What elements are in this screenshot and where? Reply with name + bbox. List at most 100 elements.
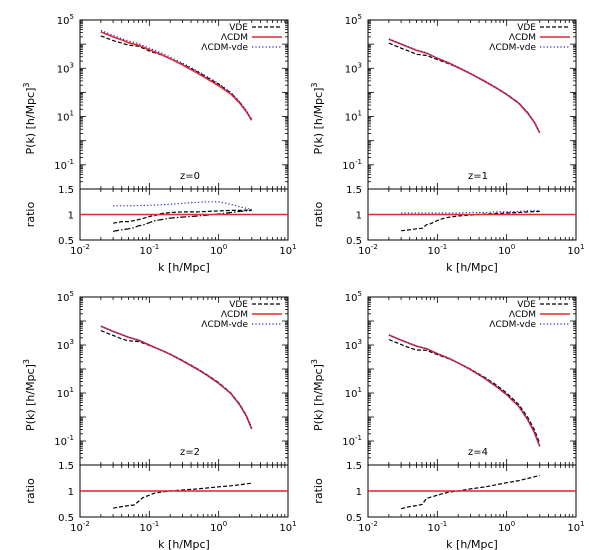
x-axis-label: k [h/Mpc] bbox=[158, 261, 210, 274]
ratio-series-group bbox=[368, 209, 576, 232]
main-series-group bbox=[388, 38, 541, 134]
ratio-tick-label: 1.5 bbox=[346, 185, 362, 196]
main-plot-frame bbox=[79, 19, 289, 190]
y-axis-label: P(k) [h/Mpc]3 bbox=[310, 359, 325, 431]
series-line bbox=[388, 38, 541, 134]
ratio-axis-label: ratio bbox=[24, 478, 37, 504]
series-line bbox=[388, 338, 541, 444]
series-line bbox=[100, 325, 253, 430]
x-axis-label: k [h/Mpc] bbox=[446, 538, 498, 550]
y-tick-label: 105 bbox=[345, 290, 362, 304]
ratio-tick-label: 1 bbox=[356, 487, 362, 498]
legend-label: VDE bbox=[229, 23, 248, 33]
x-tick-label: 10-1 bbox=[427, 243, 447, 257]
legend-label: VDE bbox=[229, 300, 248, 310]
legend-label: ΛCDM bbox=[509, 33, 536, 43]
series-line bbox=[388, 334, 541, 447]
x-tick-label: 101 bbox=[567, 243, 584, 257]
y-tick-label: 101 bbox=[345, 386, 362, 400]
y-tick-label: 10-1 bbox=[342, 158, 362, 172]
ratio-line bbox=[401, 210, 540, 232]
y-tick-label: 101 bbox=[345, 110, 362, 124]
y-tick-label: 10-1 bbox=[54, 434, 74, 448]
x-tick-label: 101 bbox=[567, 520, 584, 534]
x-tick-label: 100 bbox=[210, 520, 227, 534]
legend-label: ΛCDM bbox=[509, 310, 536, 320]
ratio-series-group bbox=[368, 474, 576, 510]
x-tick-label: 10-2 bbox=[70, 520, 90, 534]
main-series-group bbox=[100, 29, 253, 121]
ratio-tick-label: 1 bbox=[68, 211, 74, 222]
y-tick-label: 103 bbox=[57, 338, 74, 352]
x-tick-label: 10-2 bbox=[70, 243, 90, 257]
y-tick-label: 103 bbox=[345, 338, 362, 352]
x-tick-label: 10-1 bbox=[139, 243, 159, 257]
ratio-line bbox=[113, 201, 252, 210]
x-tick-label: 101 bbox=[279, 243, 296, 257]
ratio-line bbox=[112, 209, 252, 224]
y-tick-label: 10-1 bbox=[342, 434, 362, 448]
legend-label: ΛCDM-vde bbox=[201, 43, 248, 53]
legend-label: ΛCDM-vde bbox=[489, 43, 536, 53]
y-tick-label: 105 bbox=[345, 13, 362, 27]
y-tick-label: 103 bbox=[57, 61, 74, 75]
legend-label: ΛCDM bbox=[221, 33, 248, 43]
panel-bottom-left: 105 103 101 10-1 10-2 10-1 100 101 1.5 1 0.5 P(k) [… bbox=[22, 290, 297, 550]
main-plot-frame bbox=[79, 296, 289, 466]
legend-label: VDE bbox=[517, 23, 536, 33]
series-line bbox=[100, 31, 253, 121]
legend-label: ΛCDM-vde bbox=[201, 320, 248, 330]
series-line bbox=[100, 330, 253, 429]
series-line bbox=[388, 334, 541, 447]
panel-top-left: 105 103 101 10-1 10-2 10-1 100 101 1.5 1 0.5 P(k) [… bbox=[22, 13, 297, 274]
x-tick-label: 10-1 bbox=[427, 520, 447, 534]
ratio-tick-label: 0.5 bbox=[346, 513, 362, 524]
x-tick-label: 101 bbox=[279, 520, 296, 534]
x-tick-label: 100 bbox=[210, 243, 227, 257]
x-tick-label: 10-2 bbox=[358, 520, 378, 534]
y-tick-label: 101 bbox=[57, 110, 74, 124]
x-tick-label: 100 bbox=[498, 520, 515, 534]
y-tick-label: 105 bbox=[57, 290, 74, 304]
series-line bbox=[388, 38, 541, 133]
ratio-tick-label: 0.5 bbox=[58, 236, 74, 247]
x-axis-label: k [h/Mpc] bbox=[158, 538, 210, 550]
main-plot-frame bbox=[367, 19, 577, 190]
ratio-tick-label: 1.5 bbox=[346, 461, 362, 472]
ratio-line bbox=[112, 209, 252, 232]
redshift-annotation: z=4 bbox=[468, 447, 488, 458]
ratio-tick-label: 0.5 bbox=[346, 236, 362, 247]
redshift-annotation: z=0 bbox=[180, 171, 200, 182]
ratio-axis-label: ratio bbox=[312, 202, 325, 228]
y-tick-label: 105 bbox=[57, 13, 74, 27]
ratio-tick-label: 1.5 bbox=[58, 185, 74, 196]
x-axis-label: k [h/Mpc] bbox=[446, 261, 498, 274]
y-tick-label: 101 bbox=[57, 386, 74, 400]
redshift-annotation: z=1 bbox=[468, 171, 488, 182]
ratio-tick-label: 0.5 bbox=[58, 513, 74, 524]
legend-label: ΛCDM bbox=[221, 310, 248, 320]
ratio-tick-label: 1 bbox=[356, 211, 362, 222]
ratio-axis-label: ratio bbox=[24, 202, 37, 228]
y-axis-label: P(k) [h/Mpc]3 bbox=[22, 359, 37, 431]
y-axis-label: P(k) [h/Mpc]3 bbox=[310, 83, 325, 155]
y-axis-label: P(k) [h/Mpc]3 bbox=[22, 83, 37, 155]
legend-label: ΛCDM-vde bbox=[489, 320, 536, 330]
ratio-line bbox=[112, 482, 252, 509]
ratio-series-group bbox=[80, 482, 288, 509]
x-tick-label: 100 bbox=[498, 243, 515, 257]
panel-bottom-right: 105 103 101 10-1 10-2 10-1 100 101 1.5 1 0.5 P(k) [… bbox=[310, 290, 585, 550]
main-series-group bbox=[100, 325, 253, 430]
y-tick-label: 10-1 bbox=[54, 158, 74, 172]
ratio-series-group bbox=[80, 201, 288, 232]
ratio-tick-label: 1 bbox=[68, 487, 74, 498]
series-line bbox=[388, 42, 541, 133]
ratio-tick-label: 1.5 bbox=[58, 461, 74, 472]
panel-top-right: 105 103 101 10-1 10-2 10-1 100 101 1.5 1 0.5 P(k) [… bbox=[310, 13, 585, 274]
ratio-line bbox=[400, 474, 540, 510]
main-series-group bbox=[388, 334, 541, 447]
main-plot-frame bbox=[367, 296, 577, 466]
legend-label: VDE bbox=[517, 300, 536, 310]
x-tick-label: 10-2 bbox=[358, 243, 378, 257]
